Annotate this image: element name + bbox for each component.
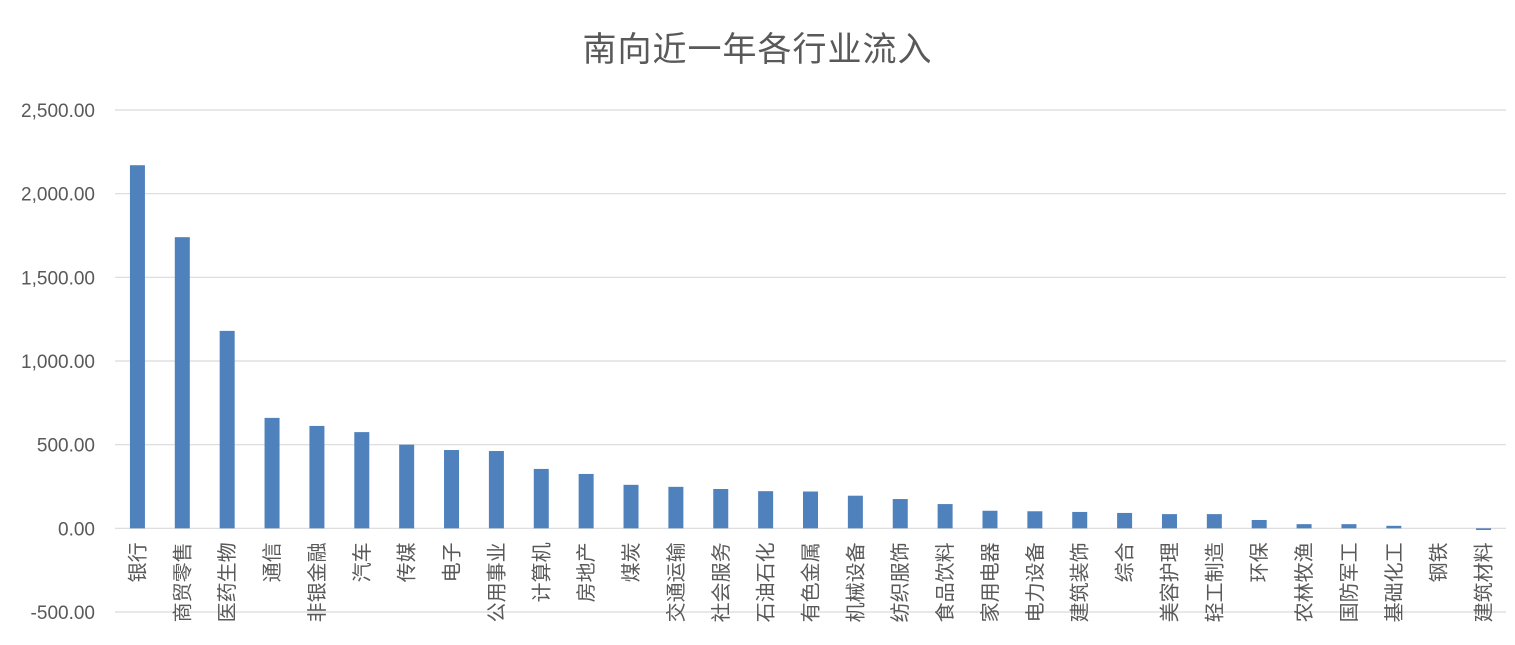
bar [803, 491, 818, 529]
bar [354, 432, 370, 529]
x-category-label: 机械设备 [843, 542, 867, 622]
x-category-label: 传媒 [395, 542, 419, 582]
bar [578, 473, 594, 529]
x-category-label: 建筑材料 [1472, 542, 1496, 622]
x-category-label: 银行 [125, 542, 149, 582]
bar [399, 444, 415, 529]
bar [892, 499, 908, 529]
x-category-label: 房地产 [574, 542, 598, 602]
bar [668, 486, 684, 529]
x-category-label: 环保 [1247, 542, 1271, 582]
y-tick-label: -500.00 [31, 603, 95, 624]
y-tick-label: 2,500.00 [21, 101, 95, 122]
bar [533, 468, 549, 529]
bar [847, 495, 863, 529]
bar [758, 491, 774, 529]
x-category-label: 轻工制造 [1202, 542, 1226, 622]
x-category-label: 非银金融 [305, 542, 329, 622]
bar [129, 165, 145, 529]
bar [174, 237, 190, 529]
bars [129, 165, 1492, 531]
x-category-label: 食品饮料 [933, 542, 957, 622]
x-category-label: 纺织服饰 [888, 542, 912, 622]
bar [309, 425, 325, 529]
bar [982, 510, 998, 529]
bar [1206, 514, 1222, 529]
x-category-label: 公用事业 [484, 542, 508, 622]
x-category-label: 石油石化 [754, 542, 778, 622]
x-category-label: 建筑装饰 [1068, 542, 1092, 622]
x-category-label: 钢铁 [1427, 542, 1451, 582]
x-category-label: 美容护理 [1157, 542, 1181, 622]
x-category-label: 计算机 [529, 542, 553, 602]
x-category-label: 煤炭 [619, 542, 643, 582]
x-category-label: 商贸零售 [170, 542, 194, 622]
x-category-label: 基础化工 [1382, 542, 1406, 622]
x-category-label: 医药生物 [215, 542, 239, 622]
bar [1117, 512, 1133, 529]
bar [1161, 514, 1177, 529]
x-category-label: 有色金属 [799, 542, 823, 622]
y-tick-label: 2,000.00 [21, 185, 95, 206]
bar [1251, 519, 1267, 529]
y-tick-label: 0.00 [58, 519, 95, 540]
bar [444, 450, 460, 529]
y-tick-label: 1,500.00 [21, 268, 95, 289]
x-category-label: 交通运输 [664, 542, 688, 622]
y-tick-label: 1,000.00 [21, 352, 95, 373]
bar [1027, 511, 1043, 529]
x-axis-categories: 银行 商贸零售 医药生物 通信 非银金融 汽车 传媒 电子 公用事业 计算机 房地产 煤炭 交通运输 社会… [125, 542, 1495, 622]
bar [219, 330, 235, 529]
bar [713, 489, 729, 529]
x-category-label: 家用电器 [978, 542, 1002, 622]
gridlines [115, 109, 1506, 613]
bar [1072, 511, 1088, 529]
y-axis-ticks: -500.00 0.00 500.00 1,000.00 1,500.00 2,000.0… [21, 101, 95, 624]
bar [623, 484, 639, 529]
x-category-label: 通信 [260, 542, 284, 582]
x-category-label: 综合 [1113, 542, 1137, 582]
bar [1386, 525, 1402, 529]
bar [1476, 528, 1492, 531]
y-tick-label: 500.00 [37, 436, 95, 457]
bar [1296, 524, 1312, 529]
x-category-label: 电子 [440, 542, 464, 582]
bar [937, 504, 953, 529]
x-category-label: 电力设备 [1023, 542, 1047, 622]
bar [264, 417, 280, 529]
x-category-label: 社会服务 [709, 542, 733, 622]
x-category-label: 汽车 [350, 542, 374, 582]
chart-title: 南向近一年各行业流入 [582, 30, 933, 70]
bar [1341, 524, 1357, 529]
x-category-label: 农林牧渔 [1292, 542, 1316, 622]
bar [488, 451, 504, 529]
x-category-label: 国防军工 [1337, 542, 1361, 622]
